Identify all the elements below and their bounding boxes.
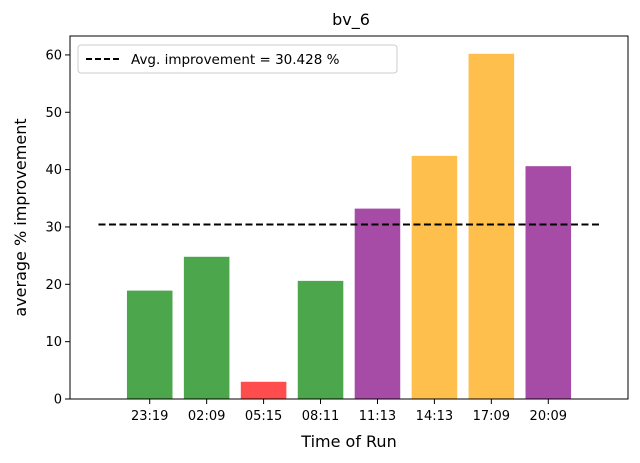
legend-entry-label: Avg. improvement = 30.428 % — [131, 52, 340, 68]
bar-1413 — [411, 155, 458, 399]
y-tick-label: 60 — [45, 48, 62, 63]
y-tick-label: 20 — [45, 278, 62, 293]
bar-2009 — [525, 166, 572, 399]
x-tick-label: 05:15 — [245, 409, 282, 424]
bar-1113 — [354, 208, 401, 399]
chart-title: bv_6 — [332, 10, 370, 30]
y-tick-label: 30 — [45, 220, 62, 235]
y-axis-title: average % improvement — [11, 118, 30, 316]
x-tick-label: 08:11 — [302, 409, 339, 424]
x-axis: 23:19 02:09 05:15 08:11 11:13 14:13 17:09 20:09 — [131, 399, 567, 424]
bar-0811 — [297, 280, 344, 399]
bar-1709 — [468, 53, 515, 399]
x-tick-label: 02:09 — [188, 409, 225, 424]
x-tick-label: 14:13 — [416, 409, 453, 424]
bar-0515 — [240, 381, 287, 399]
x-tick-label: 11:13 — [359, 409, 396, 424]
y-tick-label: 50 — [45, 106, 62, 121]
y-axis: 0 10 20 30 40 50 60 — [45, 48, 70, 408]
y-tick-label: 40 — [45, 163, 62, 178]
x-tick-label: 20:09 — [530, 409, 567, 424]
x-tick-label: 17:09 — [473, 409, 510, 424]
y-tick-label: 10 — [45, 335, 62, 350]
x-tick-label: 23:19 — [131, 409, 168, 424]
legend: Avg. improvement = 30.428 % — [77, 44, 398, 74]
bar-2319 — [126, 290, 173, 399]
plot-frame — [69, 35, 629, 400]
legend-box — [77, 44, 398, 74]
x-axis-title: Time of Run — [300, 432, 396, 451]
bar-0209 — [183, 256, 230, 399]
bars-group — [126, 53, 572, 399]
y-tick-label: 0 — [54, 393, 62, 408]
